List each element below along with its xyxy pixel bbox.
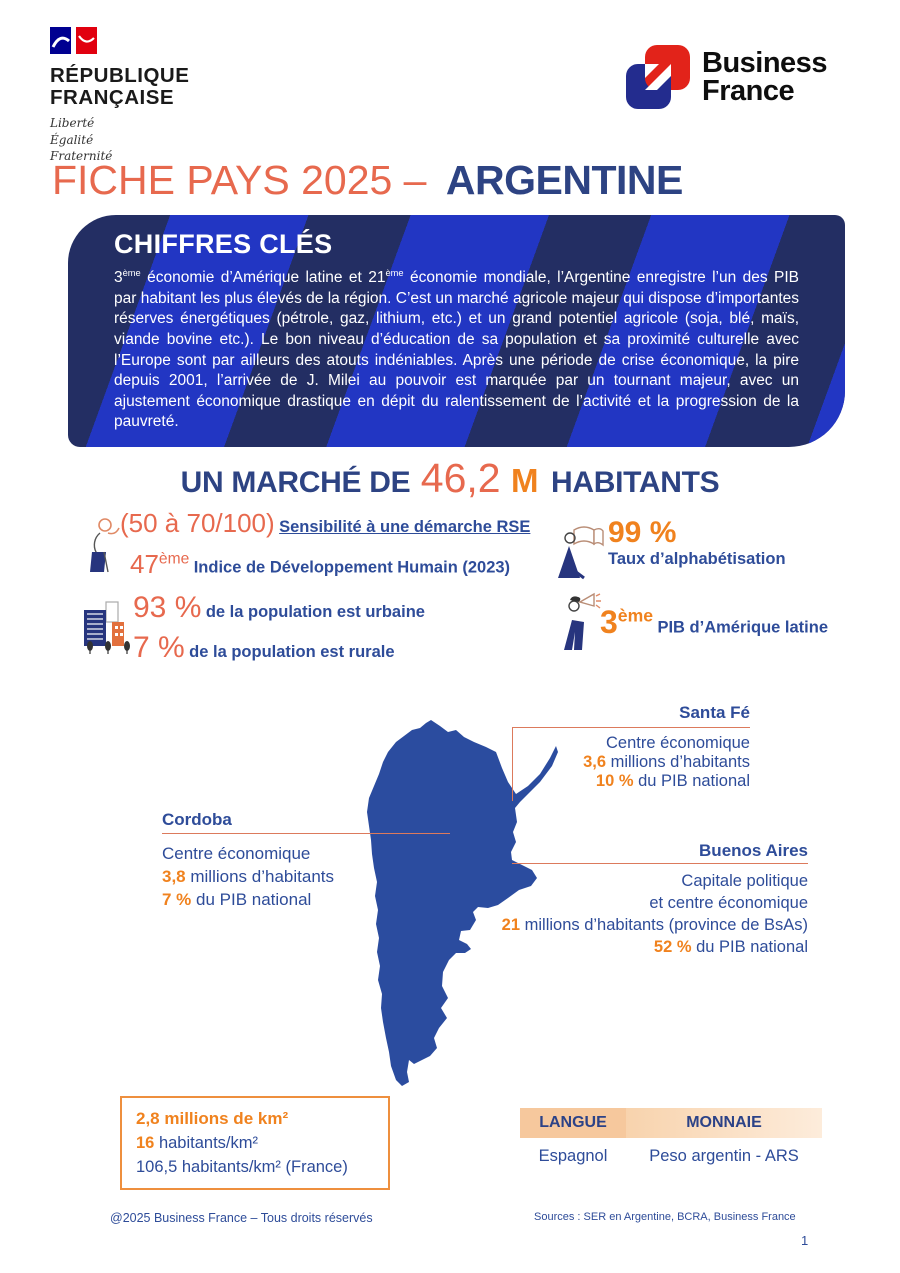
republique-francaise-logo: RÉPUBLIQUE FRANÇAISE Liberté Égalité Fra…: [50, 26, 189, 165]
megaphone-person-icon: [564, 592, 601, 650]
footer-sources: Sources : SER en Argentine, BCRA, Busine…: [534, 1211, 796, 1223]
city-buildings-icon: [84, 601, 130, 654]
footer-copyright: @2025 Business France – Tous droits rése…: [110, 1211, 373, 1225]
callout-cordoba: Cordoba Centre économique 3,8 millions d…: [162, 810, 462, 911]
cordoba-name: Cordoba: [162, 810, 232, 829]
market-tail: HABITANTS: [551, 466, 720, 499]
callout-santa-fe: Santa Fé Centre économique 3,6 millions …: [430, 703, 750, 791]
key-figures-paragraph: 3ème économie d’Amérique latine et 21ème…: [114, 268, 799, 431]
title-prefix: FICHE PAYS 2025 –: [52, 157, 427, 203]
callout-buenos-aires: Buenos Aires Capitale politique et centr…: [408, 841, 808, 958]
alphabetisation-label: Taux d’alphabétisation: [608, 550, 786, 568]
stat-alphabetisation: 99 % Taux d’alphabétisation: [608, 516, 786, 569]
pib-label: PIB d’Amérique latine: [657, 618, 829, 637]
title-country: ARGENTINE: [445, 157, 683, 203]
business-france-logo: Business France: [626, 45, 827, 109]
market-population-number: 46,2: [420, 455, 501, 501]
pib-rank-value: 3ème: [600, 603, 654, 640]
business-france-icon: [626, 45, 690, 109]
page-number: 1: [801, 1233, 809, 1248]
key-figures-box: CHIFFRES CLÉS 3ème économie d’Amérique l…: [68, 215, 845, 447]
french-flag-icon: [50, 27, 97, 54]
republique-line1: RÉPUBLIQUE: [50, 64, 190, 87]
idh-rank-value: 47ème: [130, 548, 190, 579]
rural-label: de la population est rurale: [189, 643, 395, 661]
stat-pib: 3ème PIB d’Amérique latine: [600, 596, 828, 648]
reading-person-icon: [558, 526, 604, 580]
idh-label: Indice de Développement Humain (2023): [193, 558, 511, 577]
area-density-france: 106,5 habitants/km² (France): [136, 1157, 348, 1176]
buenos-aires-callout-line: [512, 863, 808, 864]
urban-label: de la population est urbaine: [205, 603, 425, 621]
market-size-heading: UN MARCHÉ DE 46,2 M HABITANTS: [0, 455, 900, 502]
currency-header: MONNAIE: [626, 1108, 822, 1138]
rural-value: 7 %: [133, 631, 185, 664]
market-lead: UN MARCHÉ DE: [180, 466, 411, 499]
key-figures-heading: CHIFFRES CLÉS: [114, 229, 333, 259]
area-total: 2,8 millions de km²: [136, 1109, 289, 1128]
santa-fe-callout-pointer: [512, 727, 513, 801]
alphabetisation-value: 99 %: [608, 516, 677, 549]
language-header: LANGUE: [520, 1108, 626, 1138]
urban-value: 93 %: [133, 591, 202, 624]
rse-person-icon: [90, 518, 120, 573]
santa-fe-name: Santa Fé: [679, 703, 750, 722]
language-value: Espagnol: [538, 1147, 608, 1165]
santa-fe-callout-line: [512, 727, 750, 728]
market-unit: M: [511, 462, 539, 499]
area-density: 16 habitants/km²: [136, 1133, 258, 1152]
stat-rse-idh: (50 à 70/100) Sensibilité à une démarche…: [120, 508, 530, 584]
rse-score-value: (50 à 70/100): [120, 508, 275, 538]
marianne-motto: Liberté Égalité Fraternité: [50, 116, 113, 164]
republique-wordmark: RÉPUBLIQUE FRANÇAISE: [50, 64, 190, 110]
rse-label: Sensibilité à une démarche RSE: [279, 518, 531, 536]
currency-value: Peso argentin - ARS: [649, 1147, 799, 1165]
diagonal-stripes-decoration: [68, 215, 845, 447]
republique-line2: FRANÇAISE: [50, 86, 175, 110]
cordoba-callout-line: [162, 833, 450, 834]
stat-urban-rural: 93 % de la population est urbaine 7 % de…: [133, 590, 425, 670]
buenos-aires-name: Buenos Aires: [699, 841, 808, 860]
argentina-map: [367, 720, 558, 1086]
page-title: FICHE PAYS 2025 – ARGENTINE: [52, 157, 683, 204]
business-france-wordmark: Business France: [702, 46, 827, 107]
language-currency-table: LANGUE MONNAIE Espagnol Peso argentin - …: [520, 1108, 822, 1166]
area-info-box: 2,8 millions de km² 16 habitants/km² 106…: [120, 1096, 390, 1191]
